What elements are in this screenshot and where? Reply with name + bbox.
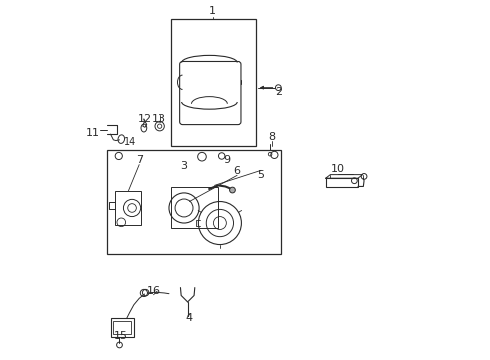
Text: 2: 2 — [275, 87, 283, 97]
Bar — [172, 187, 218, 228]
Bar — [326, 178, 358, 187]
Text: 6: 6 — [234, 166, 241, 176]
Text: 3: 3 — [180, 161, 188, 171]
Text: 1: 1 — [209, 6, 216, 17]
FancyBboxPatch shape — [180, 62, 241, 125]
Bar — [111, 319, 134, 337]
Text: 9: 9 — [223, 155, 231, 165]
Text: 13: 13 — [152, 114, 166, 124]
Text: 5: 5 — [258, 170, 265, 180]
Text: 7: 7 — [136, 155, 143, 165]
Text: 8: 8 — [269, 132, 275, 142]
Text: 14: 14 — [124, 138, 136, 147]
Text: 10: 10 — [331, 164, 345, 174]
Bar — [172, 19, 256, 146]
Text: 11: 11 — [86, 129, 99, 138]
Text: 12: 12 — [138, 114, 151, 124]
Bar — [115, 191, 141, 225]
Bar — [113, 321, 131, 334]
Text: 16: 16 — [147, 286, 161, 296]
Text: 4: 4 — [186, 313, 193, 323]
Text: 15: 15 — [114, 331, 128, 341]
Bar — [107, 149, 281, 253]
Circle shape — [230, 187, 235, 193]
